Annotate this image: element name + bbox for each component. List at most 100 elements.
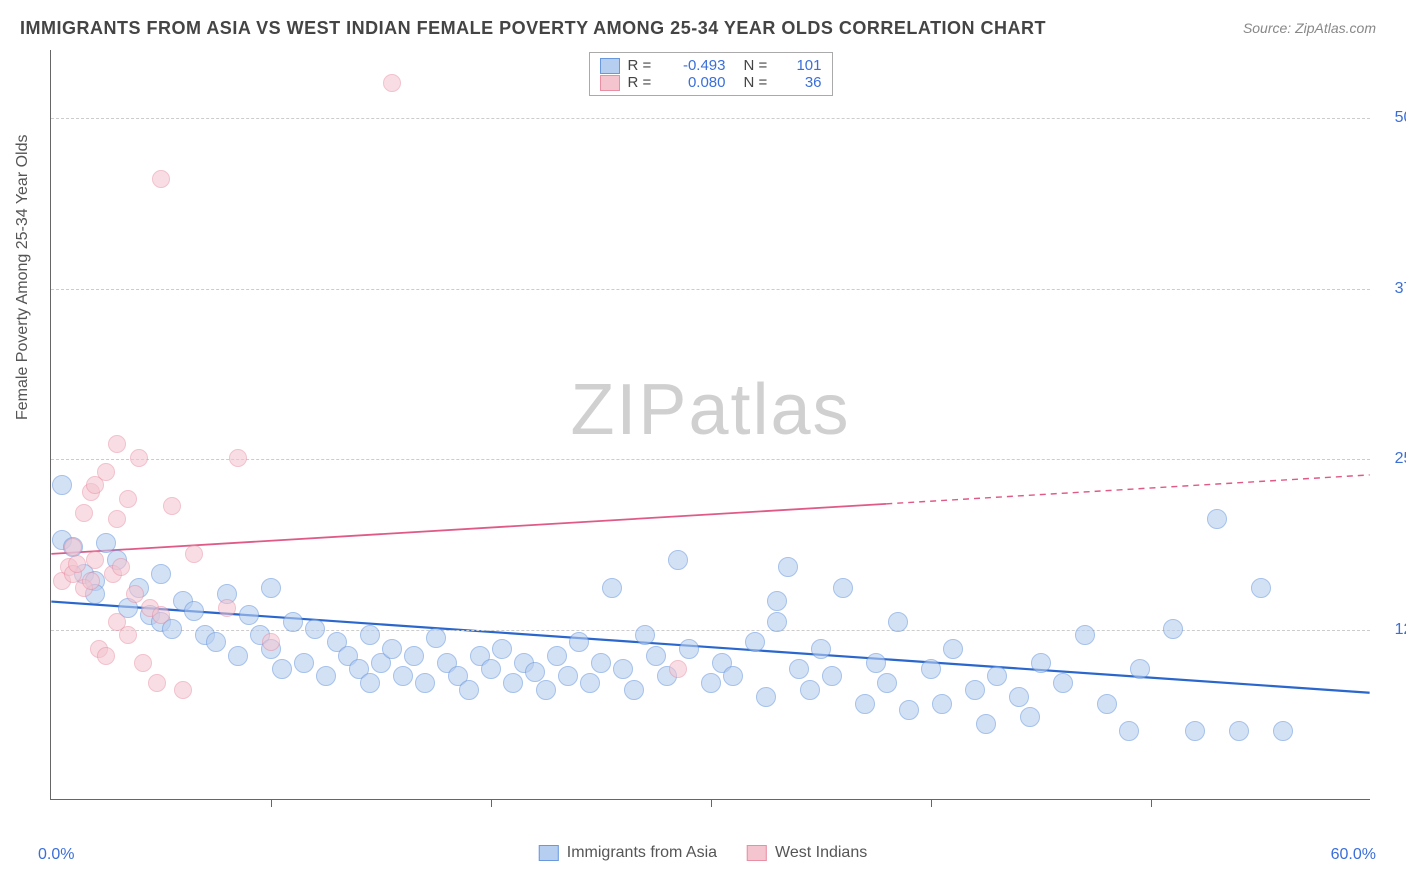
watermark-thin: atlas	[688, 370, 850, 450]
scatter-point	[75, 504, 93, 522]
scatter-point	[866, 653, 886, 673]
scatter-point	[119, 490, 137, 508]
scatter-point	[86, 551, 104, 569]
watermark: ZIPatlas	[570, 369, 850, 451]
scatter-point	[811, 639, 831, 659]
scatter-point	[624, 680, 644, 700]
scatter-point	[745, 632, 765, 652]
scatter-point	[635, 625, 655, 645]
scatter-point	[393, 666, 413, 686]
scatter-point	[547, 646, 567, 666]
scatter-point	[833, 578, 853, 598]
scatter-point	[163, 497, 181, 515]
y-tick-label: 50.0%	[1395, 109, 1406, 127]
scatter-point	[492, 639, 512, 659]
correlation-row: R =-0.493N =101	[600, 57, 822, 74]
scatter-point	[239, 605, 259, 625]
scatter-point	[360, 625, 380, 645]
scatter-point	[1130, 659, 1150, 679]
scatter-point	[426, 628, 446, 648]
n-value: 36	[782, 74, 822, 91]
y-tick-label: 37.5%	[1395, 280, 1406, 298]
scatter-point	[899, 700, 919, 720]
scatter-point	[228, 646, 248, 666]
scatter-point	[932, 694, 952, 714]
scatter-point	[1251, 578, 1271, 598]
scatter-point	[97, 463, 115, 481]
scatter-point	[1207, 509, 1227, 529]
scatter-point	[822, 666, 842, 686]
x-tick	[491, 799, 492, 807]
y-tick-label: 12.5%	[1395, 621, 1406, 639]
scatter-point	[64, 538, 82, 556]
legend-label: Immigrants from Asia	[567, 844, 717, 862]
scatter-point	[112, 558, 130, 576]
scatter-point	[262, 633, 280, 651]
gridline-h	[51, 459, 1370, 460]
scatter-point	[668, 550, 688, 570]
scatter-point	[97, 647, 115, 665]
scatter-point	[536, 680, 556, 700]
scatter-point	[294, 653, 314, 673]
legend-item: Immigrants from Asia	[539, 844, 717, 862]
chart-title: IMMIGRANTS FROM ASIA VS WEST INDIAN FEMA…	[20, 18, 1046, 39]
scatter-point	[679, 639, 699, 659]
scatter-point	[756, 687, 776, 707]
plot-area: ZIPatlas R =-0.493N =101R =0.080N =36 12…	[50, 50, 1370, 800]
gridline-h	[51, 289, 1370, 290]
x-tick	[271, 799, 272, 807]
scatter-point	[126, 585, 144, 603]
scatter-point	[152, 170, 170, 188]
scatter-point	[185, 545, 203, 563]
scatter-point	[569, 632, 589, 652]
x-axis-min-label: 0.0%	[38, 846, 74, 864]
stat-label: R =	[628, 74, 658, 91]
scatter-point	[481, 659, 501, 679]
y-axis-title: Female Poverty Among 25-34 Year Olds	[14, 135, 32, 421]
y-tick-label: 25.0%	[1395, 450, 1406, 468]
legend-swatch	[600, 75, 620, 91]
scatter-point	[921, 659, 941, 679]
scatter-point	[134, 654, 152, 672]
scatter-point	[965, 680, 985, 700]
scatter-point	[184, 601, 204, 621]
stat-label: N =	[744, 57, 774, 74]
r-value: -0.493	[666, 57, 726, 74]
r-value: 0.080	[666, 74, 726, 91]
scatter-point	[229, 449, 247, 467]
scatter-point	[382, 639, 402, 659]
scatter-point	[525, 662, 545, 682]
x-tick	[711, 799, 712, 807]
scatter-point	[591, 653, 611, 673]
legend-swatch	[600, 58, 620, 74]
scatter-point	[1229, 721, 1249, 741]
scatter-point	[558, 666, 578, 686]
scatter-point	[646, 646, 666, 666]
legend-label: West Indians	[775, 844, 867, 862]
scatter-point	[360, 673, 380, 693]
scatter-point	[148, 674, 166, 692]
gridline-h	[51, 118, 1370, 119]
scatter-point	[206, 632, 226, 652]
scatter-point	[987, 666, 1007, 686]
scatter-point	[152, 606, 170, 624]
trend-line-extrapolated	[886, 475, 1369, 504]
scatter-point	[877, 673, 897, 693]
scatter-point	[943, 639, 963, 659]
scatter-point	[383, 74, 401, 92]
scatter-point	[151, 564, 171, 584]
scatter-point	[1097, 694, 1117, 714]
scatter-point	[789, 659, 809, 679]
scatter-point	[174, 681, 192, 699]
x-axis-max-label: 60.0%	[1331, 846, 1376, 864]
stat-label: N =	[744, 74, 774, 91]
scatter-point	[96, 533, 116, 553]
series-legend: Immigrants from Asia West Indians	[539, 844, 867, 862]
source-attribution: Source: ZipAtlas.com	[1243, 20, 1376, 36]
watermark-bold: ZIP	[570, 370, 688, 450]
scatter-point	[459, 680, 479, 700]
scatter-point	[130, 449, 148, 467]
scatter-point	[261, 578, 281, 598]
legend-swatch	[539, 845, 559, 861]
scatter-point	[316, 666, 336, 686]
